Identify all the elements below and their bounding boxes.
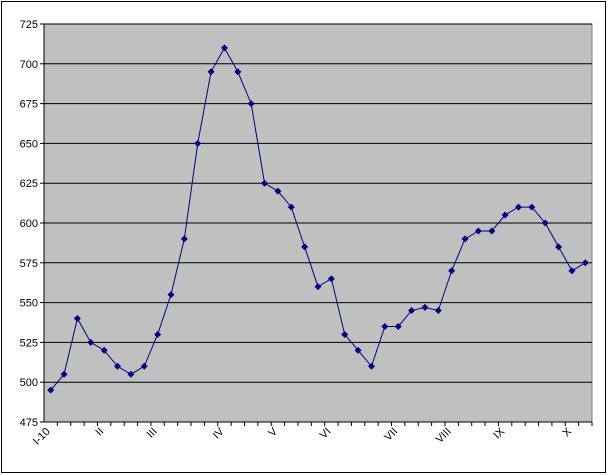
data-point: [327, 275, 335, 283]
data-point: [247, 100, 255, 108]
data-point: [408, 307, 416, 315]
data-point: [261, 179, 269, 187]
data-point: [354, 346, 362, 354]
y-tick-label: 550: [20, 298, 38, 310]
data-point: [220, 44, 228, 52]
data-point: [207, 68, 215, 76]
data-point: [140, 362, 148, 370]
y-tick-label: 500: [20, 377, 38, 389]
y-tick-label: 700: [20, 59, 38, 71]
data-point: [73, 315, 81, 323]
data-point: [394, 322, 402, 330]
y-tick-label: 525: [20, 337, 38, 349]
data-point: [488, 227, 496, 235]
data-point: [434, 307, 442, 315]
data-point: [461, 235, 469, 243]
data-point: [367, 362, 375, 370]
data-point: [314, 283, 322, 291]
data-point: [47, 386, 55, 394]
data-point: [581, 259, 589, 267]
y-tick-label: 725: [20, 19, 38, 31]
data-point: [114, 362, 122, 370]
data-point: [100, 346, 108, 354]
y-tick-label: 600: [20, 218, 38, 230]
data-point: [167, 291, 175, 299]
data-point: [381, 322, 389, 330]
data-point: [87, 338, 95, 346]
data-point: [568, 267, 576, 275]
data-point: [341, 330, 349, 338]
y-tick-label: 650: [20, 138, 38, 150]
y-tick-label: 475: [20, 417, 38, 429]
data-point: [60, 370, 68, 378]
data-point: [421, 303, 429, 311]
data-point: [194, 139, 202, 147]
data-point: [541, 219, 549, 227]
y-tick-label: 575: [20, 258, 38, 270]
data-point: [154, 330, 162, 338]
data-point: [301, 243, 309, 251]
data-point: [274, 187, 282, 195]
data-point: [474, 227, 482, 235]
data-point: [528, 203, 536, 211]
data-point: [127, 370, 135, 378]
y-tick-label: 625: [20, 178, 38, 190]
data-point: [501, 211, 509, 219]
data-point: [234, 68, 242, 76]
data-point: [180, 235, 188, 243]
data-point: [287, 203, 295, 211]
data-point: [448, 267, 456, 275]
data-point: [555, 243, 563, 251]
y-tick-label: 675: [20, 99, 38, 111]
data-point: [514, 203, 522, 211]
